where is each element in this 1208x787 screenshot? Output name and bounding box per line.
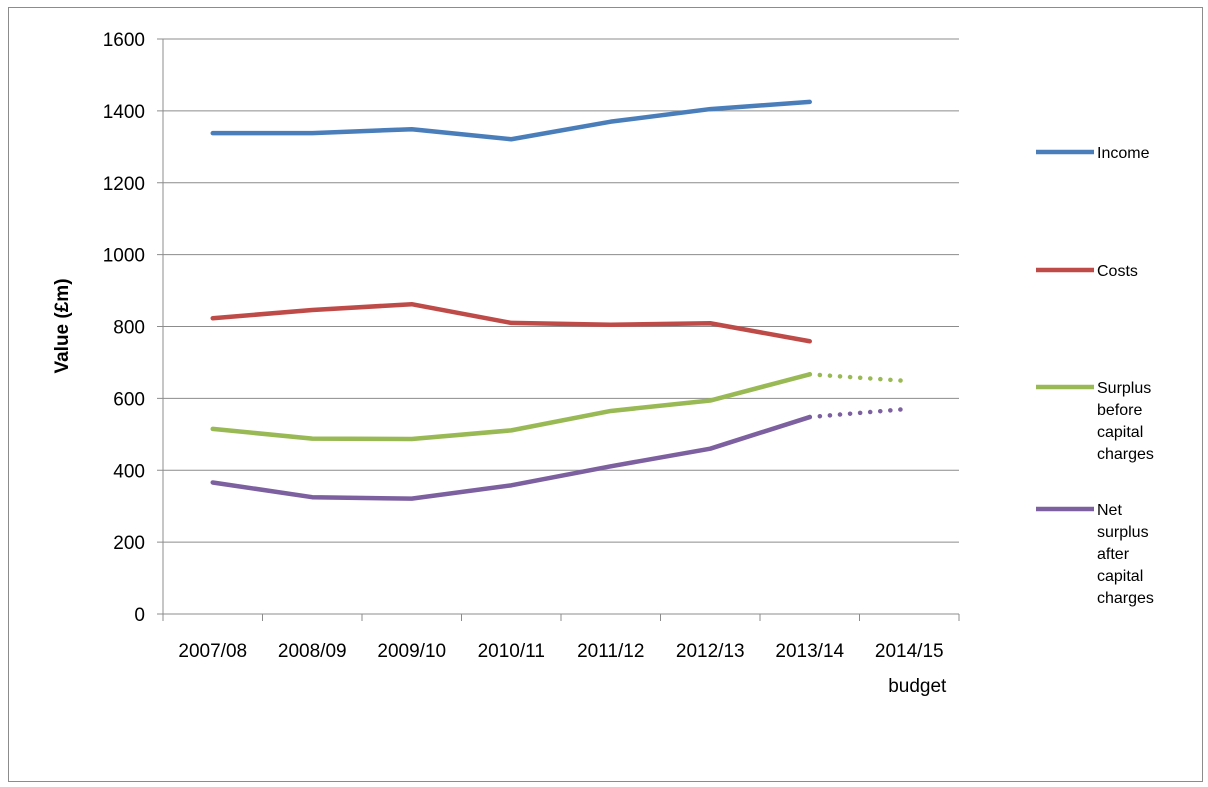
x-tick-label: 2014/15	[875, 641, 944, 662]
x-tick-label: 2010/11	[478, 641, 545, 662]
legend-label: after	[1097, 546, 1130, 563]
y-tick-label: 800	[113, 318, 145, 339]
x-tick-label: 2007/08	[178, 641, 247, 662]
y-tick-label: 1000	[103, 246, 145, 267]
y-tick-label: 1400	[103, 102, 145, 123]
x-tick-label: 2009/10	[377, 641, 446, 662]
series-projection-net-surplus-after-capital-charges	[807, 406, 912, 420]
y-axis-label: Value (£m)	[52, 278, 73, 373]
y-tick-label: 0	[134, 605, 145, 626]
x-tick-label: 2008/09	[278, 641, 347, 662]
y-tick-label: 1200	[103, 174, 145, 195]
series-projection-surplus-before-capital-charges	[807, 372, 912, 384]
series-line-costs	[210, 301, 812, 344]
series-line-income	[210, 99, 812, 142]
legend-label: charges	[1097, 446, 1154, 463]
x-tick-label: 2012/13	[676, 641, 745, 662]
legend-label: surplus	[1097, 524, 1149, 541]
y-tick-label: 600	[113, 389, 145, 410]
legend-label: Income	[1097, 145, 1150, 162]
series-line-net-surplus-after-capital-charges	[210, 414, 812, 501]
y-tick-label: 200	[113, 533, 145, 554]
x-tick-labels: 2007/08 2008/09 2009/10 2010/11 2011/12 2012/…	[178, 641, 947, 697]
legend-label: Costs	[1097, 263, 1138, 280]
y-tick-labels: 0 200 400 600 800 1000 1200 1400 1600	[103, 30, 145, 626]
series-line-surplus-before-capital-charges	[210, 372, 812, 442]
legend-label: charges	[1097, 590, 1154, 607]
chart-frame	[8, 7, 1203, 782]
legend-label: Net	[1097, 502, 1122, 519]
legend-label: before	[1097, 402, 1142, 419]
series-lines	[210, 99, 912, 501]
y-tick-label: 1600	[103, 30, 145, 51]
legend: Income Costs Surplus before capital charges Ne…	[1036, 145, 1154, 607]
legend-label: capital	[1097, 568, 1143, 585]
gridlines	[163, 38, 959, 543]
legend-label: Surplus	[1097, 380, 1151, 397]
x-tick-label-sub: budget	[888, 676, 947, 697]
y-tick-label: 400	[113, 461, 145, 482]
x-tick-label: 2011/12	[577, 641, 644, 662]
axes	[157, 38, 960, 621]
legend-label: capital	[1097, 424, 1143, 441]
x-tick-label: 2013/14	[775, 641, 844, 662]
